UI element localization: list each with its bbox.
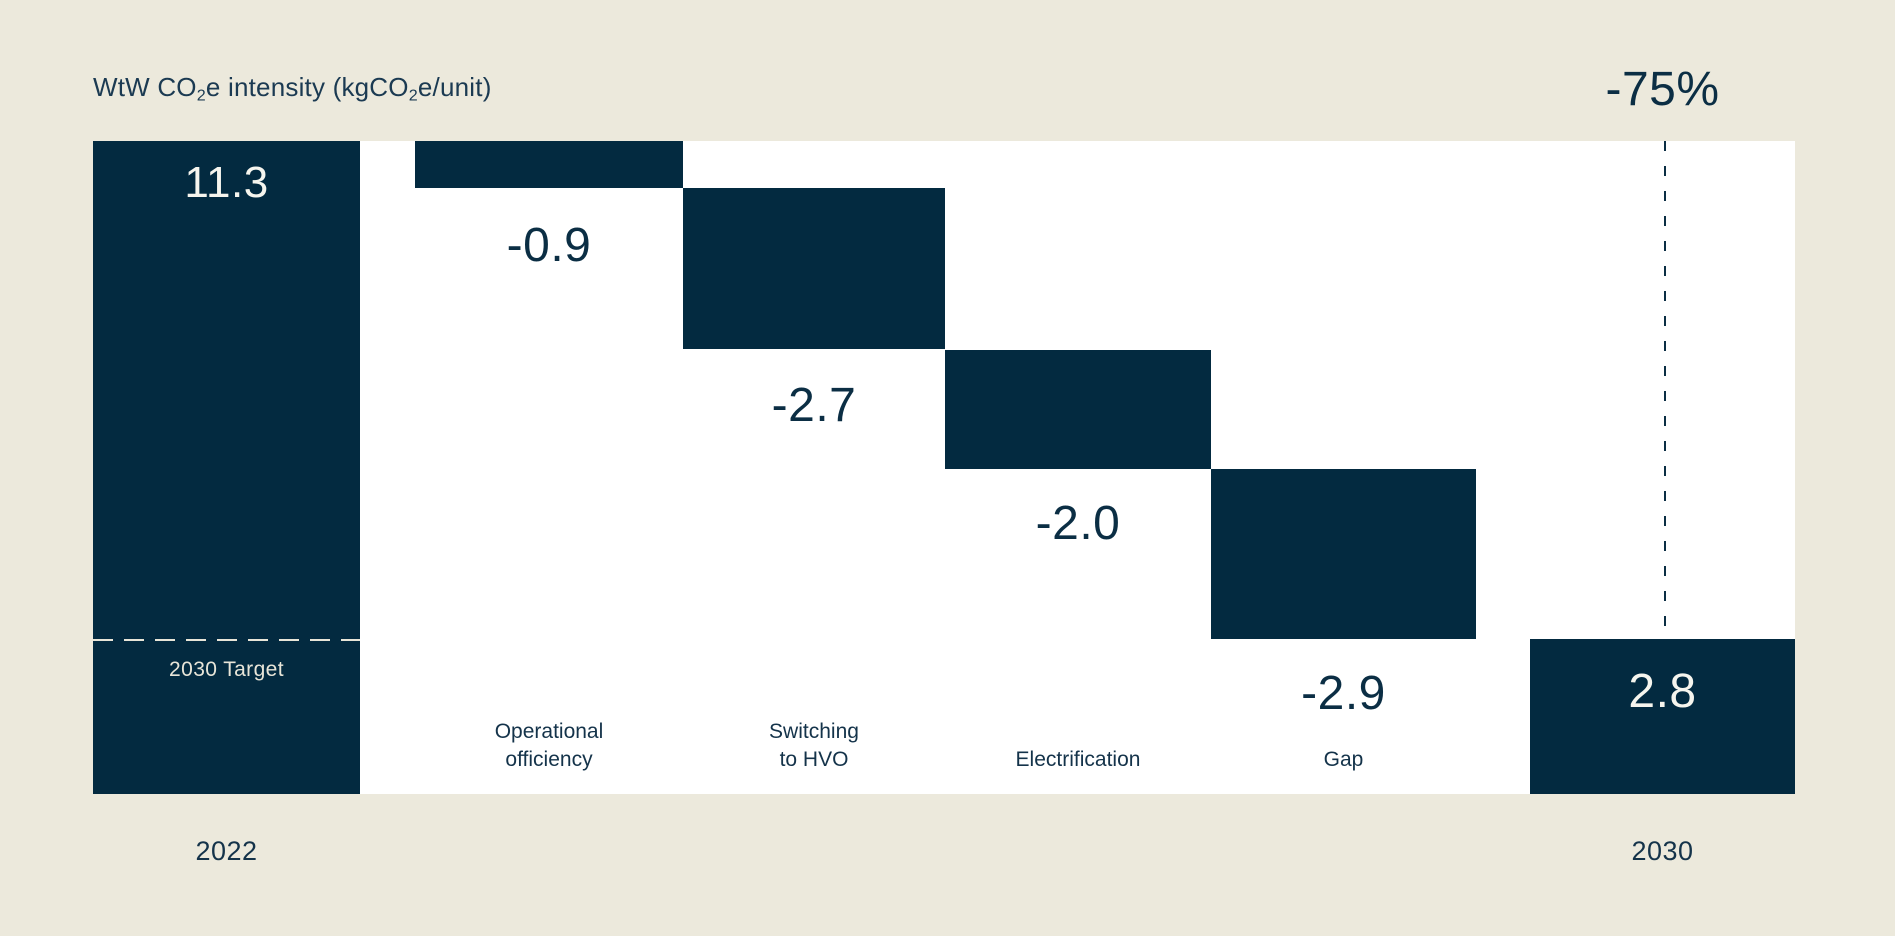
category-label-line: Switching [769,720,859,743]
value-label-2022: 11.3 [184,158,269,207]
value-label-electrification: -2.0 [1035,497,1121,550]
axis-label-2030: 2030 [1631,836,1694,866]
bar-2022-total [93,141,360,794]
value-label-gap: -2.9 [1301,667,1386,720]
category-label-switching-to-hvo: Switching to HVO [683,712,945,774]
bar-2030-total [1530,639,1795,794]
value-label-operational-officiency: -0.9 [506,219,592,272]
chart-title: WtW CO2e intensity (kgCO2e/unit) [93,72,492,106]
category-label-line: officiency [505,748,593,771]
chart-title-part: e intensity (kgCO [205,72,409,102]
axis-label-2022: 2022 [195,836,258,866]
bar-switching-to-hvo [683,188,945,349]
category-label-line: to HVO [779,748,849,771]
chart-title-subscript: 2 [408,86,418,105]
chart-title-part: WtW CO [93,72,197,102]
bar-electrification [945,350,1211,469]
category-label-line: Gap [1323,748,1364,771]
vertical-dashed-line [1664,141,1666,639]
category-label-line: Operational [494,720,604,743]
chart-title-subscript: 2 [196,86,206,105]
category-label-operational-officiency: Operational officiency [415,712,683,774]
bar-gap [1211,469,1476,639]
value-label-2030: 2.8 [1628,665,1697,718]
chart-title-part: e/unit) [417,72,492,102]
target-line-label: 2030 Target [169,658,284,681]
value-label-switching-to-hvo: -2.7 [771,379,857,432]
category-label-line: Electrification [1015,748,1141,771]
target-dashed-line [93,639,360,641]
total-change-label: -75% [1605,63,1720,116]
category-label-electrification: Electrification [945,712,1211,774]
category-label-gap: Gap [1211,712,1476,774]
bar-operational-officiency [415,141,683,188]
